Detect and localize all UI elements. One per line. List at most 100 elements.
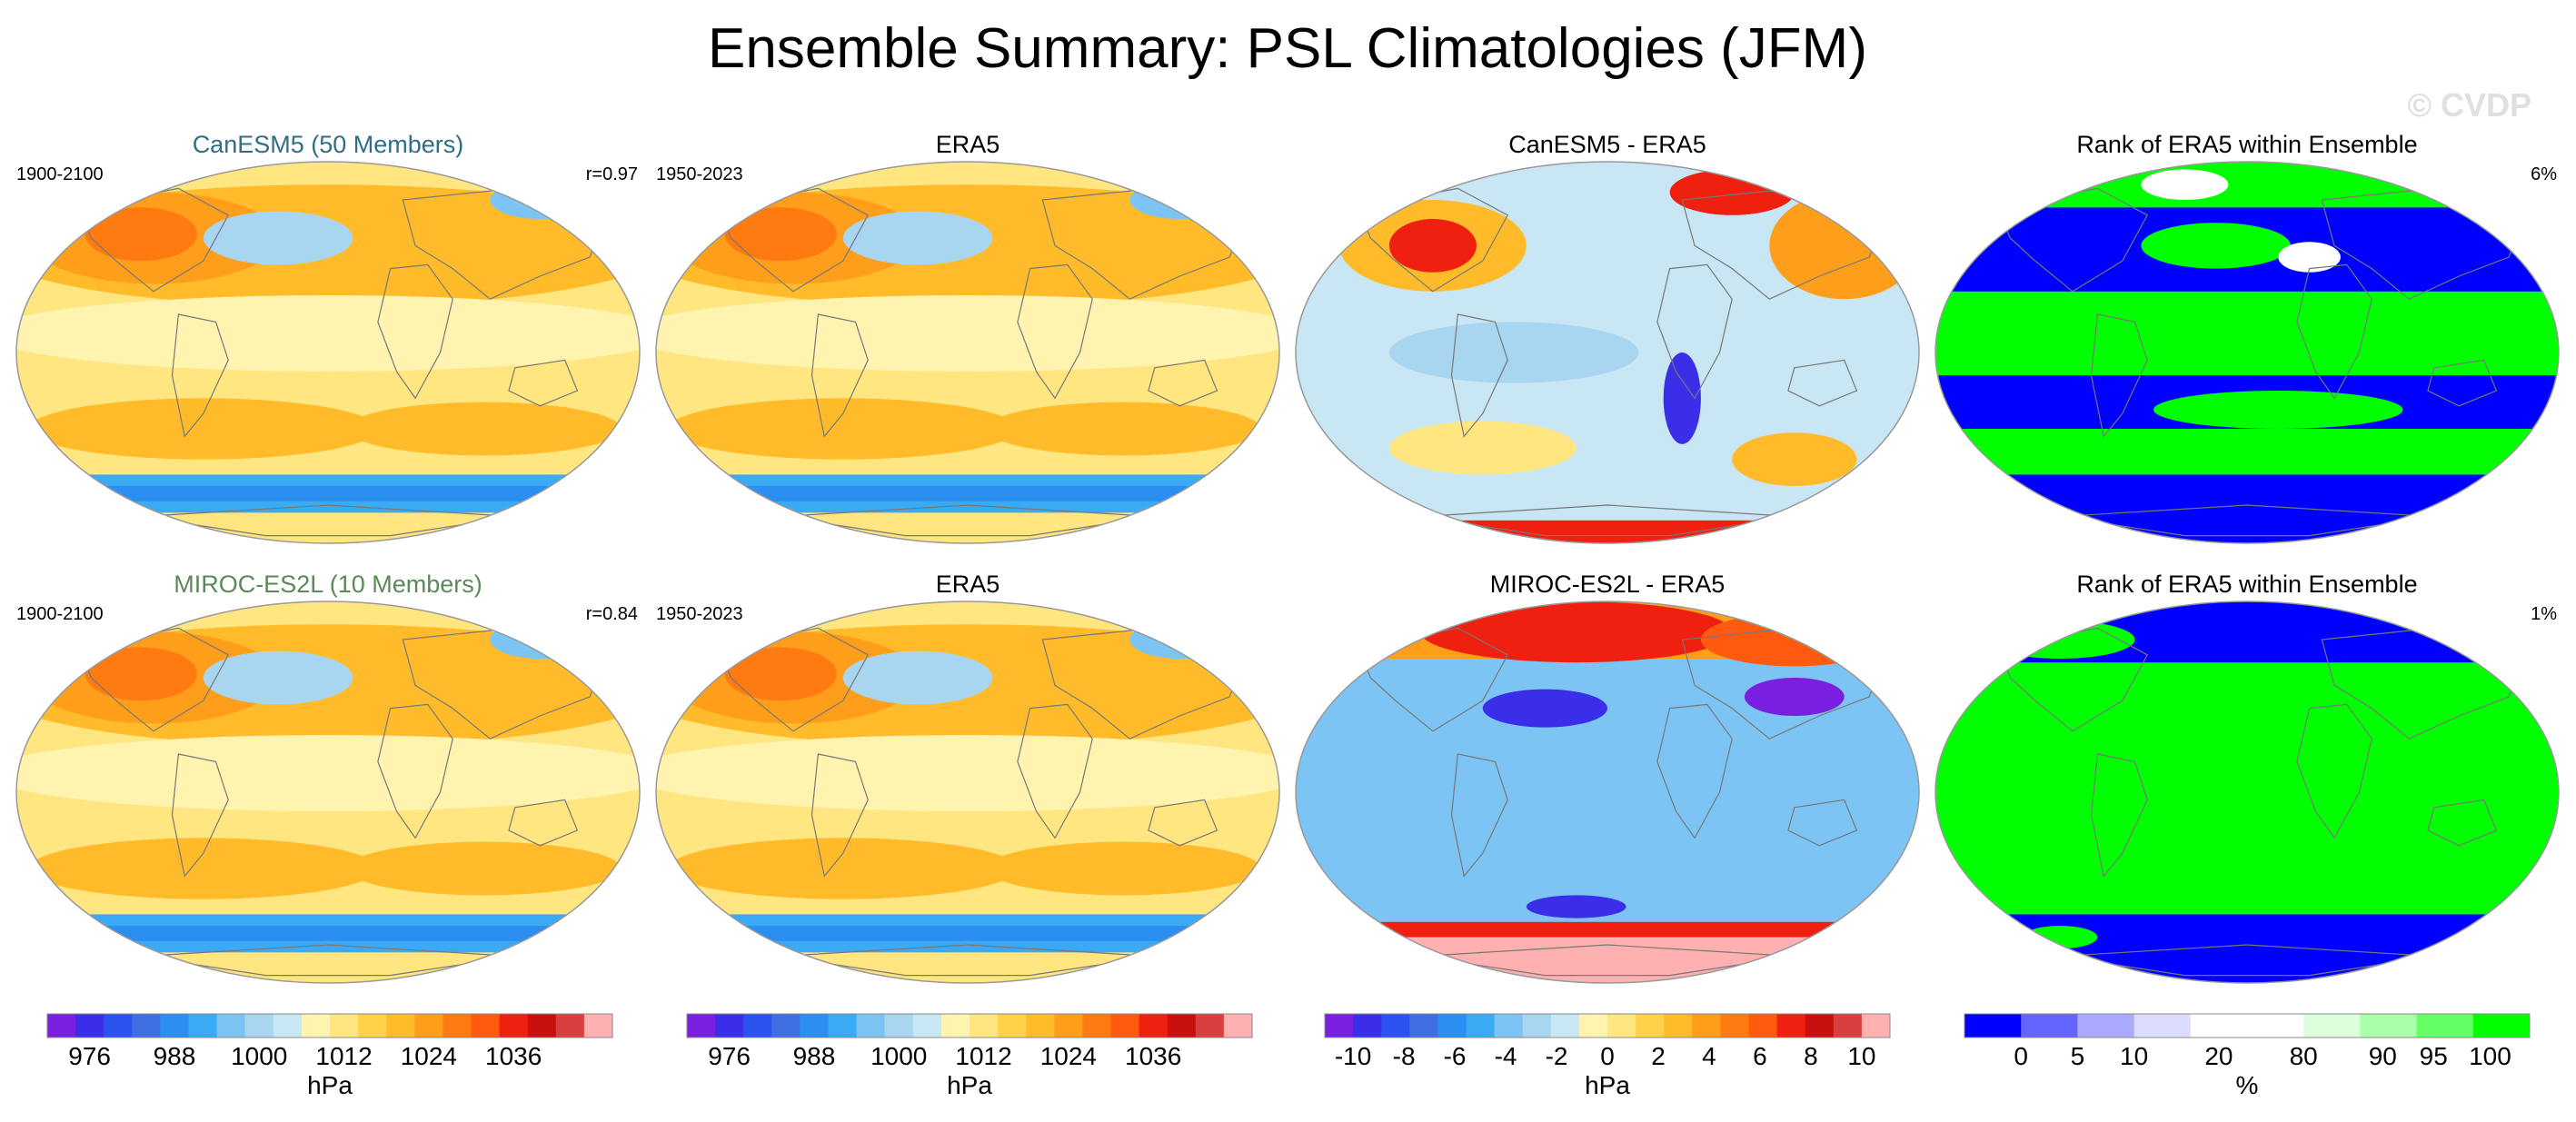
colorbar-swatch [1466, 1014, 1496, 1038]
colorbar-swatch [216, 1014, 246, 1038]
colorbar-tick-label: 1000 [870, 1042, 927, 1070]
colorbar-tick-label: 5 [2071, 1042, 2085, 1070]
colorbar-swatch [330, 1014, 359, 1038]
colorbar-tick-label: 100 [2469, 1042, 2511, 1070]
colorbar-swatch [2133, 1014, 2192, 1038]
panel-stat: r=0.97 [586, 164, 638, 184]
colorbar-tick-label: 2 [1651, 1042, 1666, 1070]
pressure-field [1296, 601, 1919, 983]
colorbar-swatch [499, 1014, 529, 1038]
colorbar-unit: hPa [947, 1071, 992, 1099]
colorbar-swatch [1325, 1014, 1354, 1038]
colorbar-tick-label: -6 [1444, 1042, 1467, 1070]
colorbar-swatch [1139, 1014, 1169, 1038]
colorbar-swatch [1026, 1014, 1055, 1038]
colorbar-tick-label: 1024 [401, 1042, 457, 1070]
colorbar-tick-label: 976 [708, 1042, 751, 1070]
colorbar-swatch [1805, 1014, 1835, 1038]
colorbar-1: 976 988 1000 1012 1024 1036 hPa [46, 1013, 613, 1099]
colorbar-tick-label: -2 [1546, 1042, 1568, 1070]
colorbar-swatch [2472, 1014, 2531, 1038]
colorbar-swatch [160, 1014, 189, 1038]
coastlines [79, 188, 609, 535]
colorbar-tick-label: 10 [1847, 1042, 1875, 1070]
pressure-field [1296, 162, 1919, 543]
colorbar-swatch [583, 1014, 613, 1038]
colorbar-tick-label: 0 [2014, 1042, 2028, 1070]
colorbar-swatch [2360, 1014, 2418, 1038]
map-border [1295, 161, 1920, 544]
map-panel-1-1: CanESM5 (50 Members) 1900-2100 r=0.97 [15, 131, 641, 544]
colorbar-tick-label: 10 [2120, 1042, 2148, 1070]
colorbar-tick-label: 1024 [1040, 1042, 1097, 1070]
colorbar-swatch [1578, 1014, 1608, 1038]
colorbar-tick-label: -8 [1393, 1042, 1416, 1070]
colorbar-swatch [912, 1014, 942, 1038]
colorbar-swatch [132, 1014, 161, 1038]
colorbar-swatch [1409, 1014, 1438, 1038]
colorbar-swatch [2416, 1014, 2474, 1038]
colorbar-swatch [104, 1014, 133, 1038]
map-panel-2-1: MIROC-ES2L (10 Members) 1900-2100 r=0.84 [15, 571, 641, 984]
colorbar-unit: % [2236, 1071, 2259, 1099]
colorbar-swatch [471, 1014, 501, 1038]
map-border [655, 601, 1280, 984]
colorbar-swatch [1664, 1014, 1693, 1038]
colorbar-tick-label: 1000 [231, 1042, 287, 1070]
colorbar-tick-label: 1036 [1125, 1042, 1181, 1070]
colorbar-swatch [244, 1014, 274, 1038]
colorbar-swatch [2190, 1014, 2248, 1038]
panel-period: 1900-2100 [16, 604, 104, 624]
colorbar-swatch [715, 1014, 744, 1038]
colorbar-tick-label: 1012 [955, 1042, 1011, 1070]
colorbar-swatch [2303, 1014, 2361, 1038]
colorbar-tick-label: 8 [1804, 1042, 1818, 1070]
colorbar-swatch [1195, 1014, 1225, 1038]
colorbar-swatch [2247, 1014, 2304, 1038]
colorbar-swatch [998, 1014, 1027, 1038]
colorbar-swatch [1861, 1014, 1891, 1038]
colorbar-tick-label: 1036 [485, 1042, 542, 1070]
colorbar-tick-label: 988 [154, 1042, 196, 1070]
colorbar-swatch [1082, 1014, 1111, 1038]
panel-stat: 1% [2531, 604, 2557, 624]
colorbar-swatch [970, 1014, 999, 1038]
pressure-field [656, 601, 1279, 983]
colorbar-swatch [1607, 1014, 1636, 1038]
panel-title: Rank of ERA5 within Ensemble [2076, 571, 2417, 598]
map-border [1934, 601, 2560, 984]
colorbar-swatch [188, 1014, 218, 1038]
panel-title: ERA5 [936, 131, 1000, 158]
map-border [1295, 601, 1920, 984]
pressure-field [1935, 162, 2559, 543]
panel-title: Rank of ERA5 within Ensemble [2076, 131, 2417, 158]
figure-title: Ensemble Summary: PSL Climatologies (JFM… [708, 17, 1867, 80]
colorbar-swatch [2021, 1014, 2078, 1038]
colorbar-tick-label: 90 [2369, 1042, 2397, 1070]
panel-period: 1950-2023 [656, 164, 743, 184]
map-border [655, 161, 1280, 544]
colorbar-swatch [884, 1014, 914, 1038]
colorbar-swatch [386, 1014, 415, 1038]
map-border [15, 161, 641, 544]
colorbar-2: 976 988 1000 1012 1024 1036 hPa [686, 1013, 1253, 1099]
colorbar-swatch [273, 1014, 303, 1038]
colorbar-tick-label: 1012 [315, 1042, 372, 1070]
colorbar-swatch [358, 1014, 387, 1038]
colorbar-tick-label: -10 [1335, 1042, 1371, 1070]
colorbar-swatch [1550, 1014, 1580, 1038]
pressure-field [1935, 601, 2559, 983]
colorbar-swatch [940, 1014, 970, 1038]
watermark: © CVDP [2407, 86, 2531, 124]
colorbar-swatch [1776, 1014, 1806, 1038]
map-border [15, 601, 641, 984]
colorbar-swatch [1636, 1014, 1665, 1038]
panel-title: ERA5 [936, 571, 1000, 598]
colorbar-swatch [443, 1014, 472, 1038]
coastlines [1998, 188, 2528, 535]
colorbar-swatch [1494, 1014, 1524, 1038]
colorbar-tick-label: 976 [68, 1042, 111, 1070]
map-border [1934, 161, 2560, 544]
panel-stat: 6% [2531, 164, 2557, 184]
